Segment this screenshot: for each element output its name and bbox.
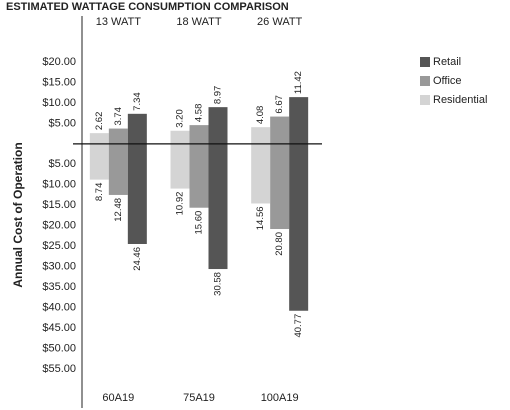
value-label: 8.74 [94, 183, 105, 202]
bar [127, 143, 147, 244]
value-label: 11.42 [293, 71, 304, 94]
legend-swatch [420, 76, 430, 86]
bar [127, 113, 147, 144]
y-axis-title: Annual Cost of Operation [11, 142, 25, 287]
value-label: 10.92 [175, 192, 186, 216]
bar [170, 143, 190, 189]
bar [108, 128, 128, 144]
bar [251, 143, 271, 204]
y-tick-label: $10.00 [42, 97, 76, 109]
legend-swatch [420, 95, 430, 105]
y-tick-label: $30.00 [42, 261, 76, 273]
legend-label: Residential [433, 94, 487, 106]
bar [89, 143, 109, 180]
bar [270, 143, 290, 230]
bar [208, 143, 228, 270]
bar [270, 116, 290, 144]
x-top-label: 26 WATT [257, 16, 303, 28]
y-tick-label: $5.00 [48, 117, 76, 129]
x-bottom-label: 60A19 [102, 392, 134, 404]
legend-label: Retail [433, 56, 461, 68]
value-label: 7.34 [132, 92, 143, 111]
legend-swatch [420, 57, 430, 67]
value-label: 6.67 [274, 95, 285, 114]
value-label: 24.46 [132, 247, 143, 271]
y-tick-label: $10.00 [42, 179, 76, 191]
bar [289, 97, 309, 144]
y-tick-label: $55.00 [42, 363, 76, 375]
y-tick-label: $15.00 [42, 76, 76, 88]
legend-label: Office [433, 75, 462, 87]
y-tick-label: $5.00 [48, 158, 76, 170]
x-top-label: 18 WATT [176, 16, 222, 28]
bar [189, 125, 209, 144]
value-label: 4.08 [255, 106, 266, 125]
y-tick-label: $15.00 [42, 199, 76, 211]
bar [170, 130, 190, 144]
y-tick-label: $25.00 [42, 240, 76, 252]
value-label: 3.74 [113, 107, 124, 126]
value-label: 12.48 [113, 198, 124, 222]
bar [108, 143, 128, 195]
value-label: 8.97 [213, 86, 224, 105]
value-label: 20.80 [274, 232, 285, 256]
y-tick-label: $35.00 [42, 281, 76, 293]
value-label: 40.77 [293, 314, 304, 338]
y-tick-label: $45.00 [42, 322, 76, 334]
value-label: 30.58 [213, 272, 224, 296]
y-tick-label: $40.00 [42, 302, 76, 314]
y-tick-label: $20.00 [42, 220, 76, 232]
chart-title: ESTIMATED WATTAGE CONSUMPTION COMPARISON [6, 1, 289, 13]
bar [189, 143, 209, 208]
value-label: 2.62 [94, 112, 105, 131]
x-bottom-label: 75A19 [183, 392, 215, 404]
y-tick-label: $50.00 [42, 342, 76, 354]
bar [251, 127, 271, 144]
bar [89, 133, 109, 144]
bar [289, 143, 309, 311]
x-bottom-label: 100A19 [261, 392, 299, 404]
x-top-label: 13 WATT [96, 16, 142, 28]
value-label: 4.58 [194, 104, 205, 123]
value-label: 14.56 [255, 206, 266, 230]
value-label: 3.20 [175, 109, 186, 128]
bar [208, 107, 228, 144]
y-tick-label: $20.00 [42, 56, 76, 68]
value-label: 15.60 [194, 211, 205, 235]
